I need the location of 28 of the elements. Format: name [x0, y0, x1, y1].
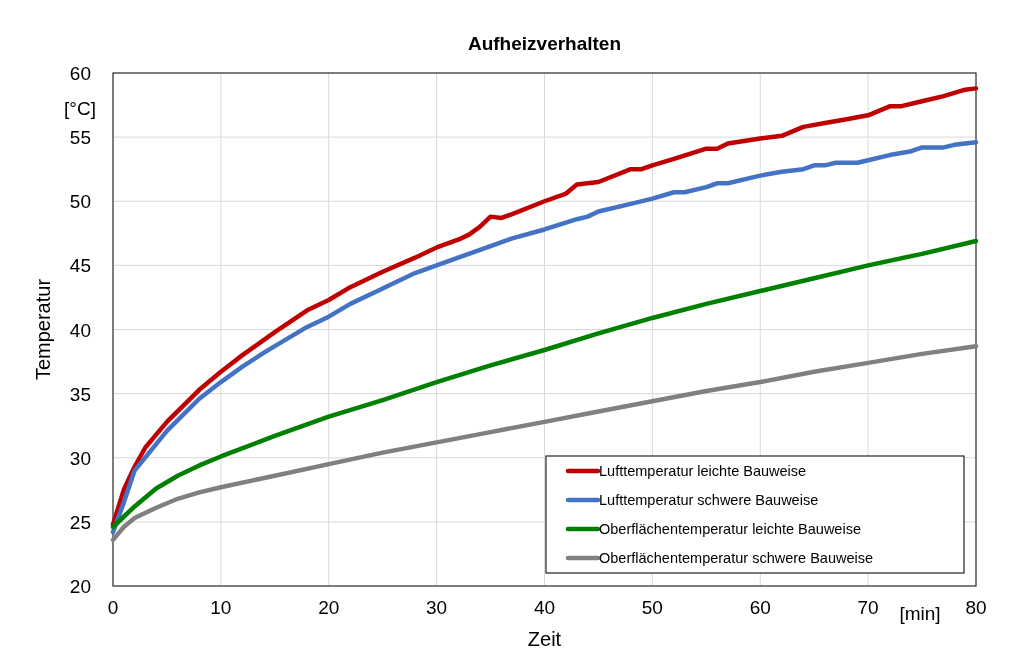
chart-title: Aufheizverhalten: [467, 33, 622, 54]
x-tick-label: 50: [641, 597, 663, 618]
y-tick-label: 30: [69, 447, 91, 469]
y-tick-label: 60: [69, 63, 91, 84]
y-tick-label: 45: [69, 255, 91, 277]
x-axis-title: Zeit: [527, 628, 562, 650]
legend-label: Lufttemperatur leichte Bauweise: [599, 463, 807, 479]
x-tick-label: 70: [857, 597, 879, 618]
text: [°C]: [64, 98, 96, 119]
y-tick-label: 40: [69, 319, 91, 341]
y-tick-label: 35: [69, 383, 91, 405]
x-tick-label: 60: [749, 597, 771, 618]
text: [min]: [899, 603, 941, 624]
x-tick-label: 20: [318, 597, 340, 618]
x-tick-label: 10: [210, 597, 232, 618]
y-tick-label: 25: [69, 511, 91, 533]
y-tick-label: 50: [69, 191, 91, 213]
x-tick-label: 40: [533, 597, 556, 618]
y-tick-label: 20: [69, 576, 91, 597]
x-tick-label: 0: [107, 597, 119, 618]
x-tick-label: 80: [965, 597, 987, 618]
legend-label: Lufttemperatur schwere Bauweise: [599, 492, 819, 508]
x-tick-label: 30: [426, 597, 448, 618]
line-series: [110, 343, 979, 543]
y-axis-title: Temperatur: [32, 278, 54, 381]
legend-label: Oberflächentemperatur leichte Bauweise: [599, 521, 861, 537]
legend-label: Oberflächentemperatur schwere Bauweise: [599, 550, 874, 566]
y-tick-label: 55: [69, 127, 91, 149]
